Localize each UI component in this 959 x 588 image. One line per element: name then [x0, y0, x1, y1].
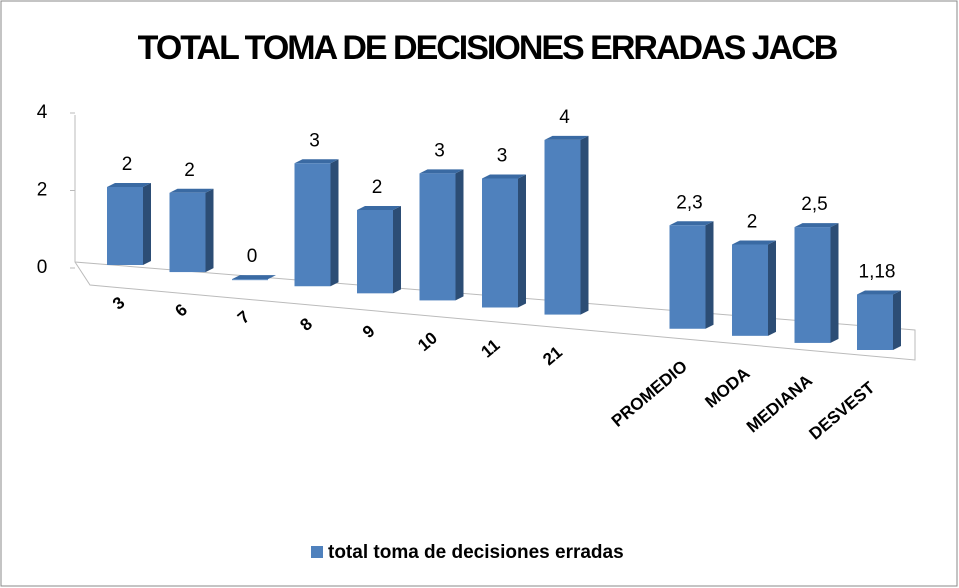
bar-side — [455, 169, 464, 301]
bar-top — [544, 135, 589, 140]
value-label: 4 — [559, 107, 570, 128]
axis-frame — [74, 115, 916, 361]
bar-top — [294, 159, 339, 164]
bar-top — [107, 183, 151, 187]
bar — [794, 227, 831, 343]
value-label: 0 — [247, 246, 258, 267]
bar-side — [580, 135, 589, 315]
value-label: 2,5 — [801, 194, 827, 215]
value-label: 3 — [497, 146, 508, 167]
value-label: 2,3 — [676, 192, 702, 213]
value-label: 2 — [372, 177, 383, 198]
bar — [419, 173, 456, 301]
bar — [107, 187, 143, 265]
legend-label: total toma de decisiones erradas — [328, 542, 624, 563]
bar-top — [857, 290, 901, 295]
bar — [482, 178, 518, 308]
chart-title: TOTAL TOMA DE DECISIONES ERRADAS JACB — [138, 29, 838, 67]
bar-top — [419, 169, 464, 174]
bar-side — [893, 290, 901, 350]
bar — [169, 192, 206, 273]
bar-top — [732, 240, 776, 245]
bar — [732, 244, 768, 336]
bar-side — [830, 223, 839, 343]
bar — [357, 210, 393, 294]
y-tick-label: 2 — [37, 180, 48, 201]
bar-side — [205, 188, 214, 273]
bar — [232, 279, 268, 281]
value-label: 1,18 — [859, 262, 896, 283]
value-label: 3 — [309, 130, 320, 151]
bar-top — [482, 174, 526, 179]
bar-top — [169, 188, 214, 193]
bar-side — [518, 174, 526, 308]
bar-top — [794, 223, 839, 228]
legend-swatch — [311, 546, 323, 558]
bar — [857, 294, 893, 350]
bar-top — [669, 221, 714, 226]
bar-side — [768, 240, 776, 336]
value-label: 3 — [434, 140, 445, 161]
bar — [669, 225, 706, 329]
bar — [544, 139, 581, 315]
bar — [294, 163, 331, 287]
value-label: 2 — [747, 212, 758, 233]
y-tick-label: 4 — [37, 102, 48, 123]
bar-side — [330, 159, 339, 287]
bar-top — [357, 206, 401, 210]
value-label: 2 — [184, 160, 195, 181]
bar-side — [143, 183, 151, 265]
value-label: 2 — [122, 154, 133, 175]
bar-top — [232, 275, 276, 280]
bar-side — [393, 206, 401, 294]
y-tick-label: 0 — [37, 257, 48, 278]
bar-side — [705, 221, 714, 329]
